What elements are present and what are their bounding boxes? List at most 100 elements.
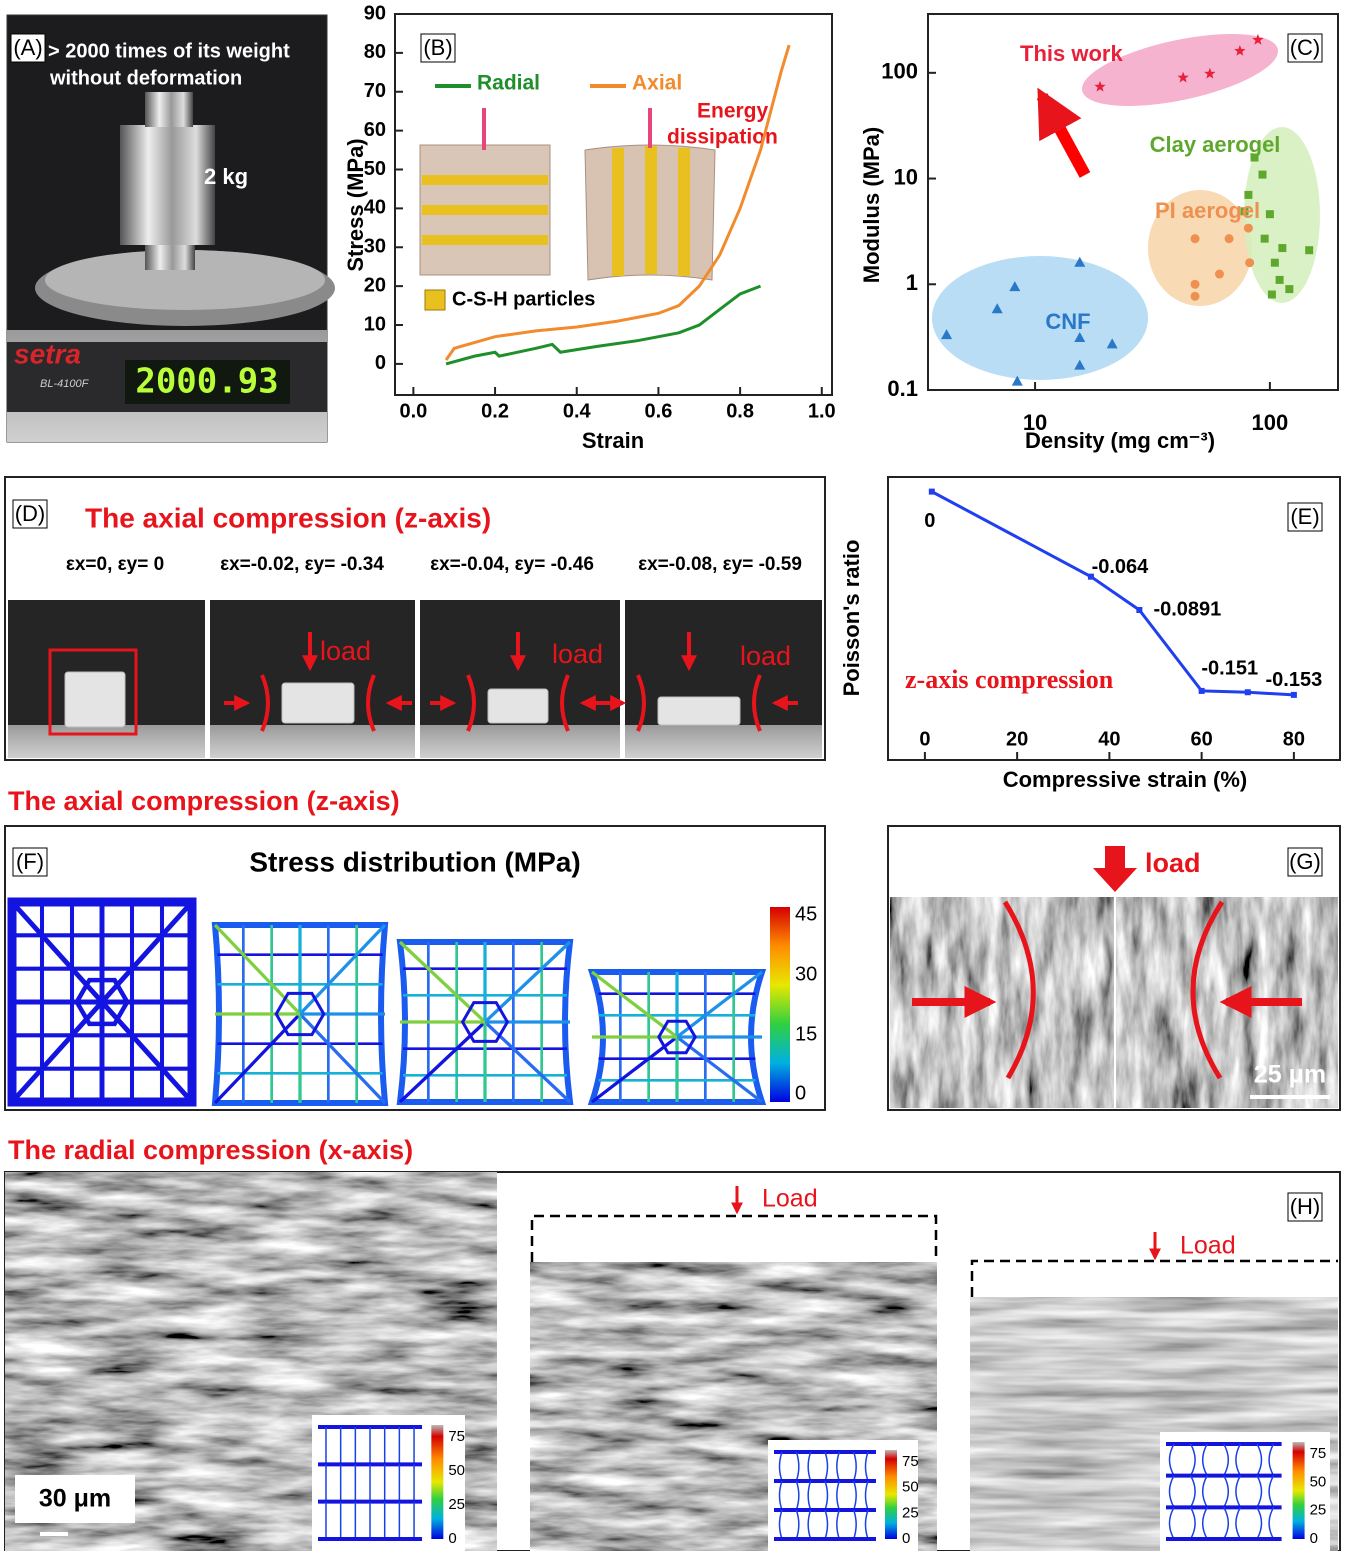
colorbar-label: 50 [1310,1473,1327,1490]
x-axis-title: Density (mg cm⁻³) [1025,428,1215,453]
lattice-wall [1256,1443,1263,1477]
display [125,360,290,404]
x-tick-label: 40 [1098,728,1120,750]
point [1106,338,1118,349]
bulge [636,674,646,732]
panel-label: (D) [15,501,46,526]
point [1240,207,1249,216]
lattice-strut [590,970,679,1039]
lattice-wall [778,1509,783,1540]
lattice-hex [460,1001,510,1043]
legend-label: Radial [477,72,540,95]
lattice-wall [1201,1475,1208,1508]
label-box [1287,502,1323,532]
lattice-wall [795,1480,800,1511]
colorbar [770,907,790,1102]
lattice-wall [1189,1506,1196,1540]
lattice [396,939,574,1105]
colorbar-label: 0 [448,1530,456,1547]
scale-label: 30 μm [39,1485,111,1513]
point [1074,332,1086,343]
y-axis-title: Stress (MPa) [343,138,368,271]
lattice-hex [274,991,326,1037]
lattice-wall [1268,1506,1275,1540]
platform [210,725,415,758]
lattice-strut [675,970,764,1039]
colorbar-label: 75 [902,1453,919,1470]
x-tick-label: 0.6 [645,400,673,422]
panel-label: (G) [1289,849,1321,874]
particle-column [645,146,657,274]
particle-column [678,148,690,276]
colorbar-label: 0 [795,1082,806,1104]
load-label: load [1145,848,1201,878]
point [1011,375,1023,386]
lattice-wall [1201,1443,1208,1477]
panel-d: (D) The axial compression (z-axis) εx=0,… [4,476,826,761]
chart: (C) 10 100 0.1 1 10 100 Density (mg cm⁻³) Modul… [859,13,1339,453]
brand: setra [14,338,81,369]
lattice-wall [1168,1506,1175,1540]
lattice-wall [807,1509,812,1540]
panel-label: (F) [16,849,44,874]
bulge [560,674,570,732]
lattice-wall [836,1509,841,1540]
series-line [444,44,791,361]
y-tick-label: 30 [364,236,386,258]
point [1177,71,1189,83]
y-tick-label: 100 [881,59,918,84]
point [1190,279,1200,289]
x-tick-label: 0.0 [399,400,427,422]
panel-label: (B) [423,35,452,60]
colorbar-label: 50 [902,1479,919,1496]
label-box [12,847,48,877]
point [1198,687,1205,694]
x-tick-label: 1.0 [808,400,836,422]
lattice-wall [1223,1475,1230,1508]
lattice-hex [74,977,130,1027]
x-tick-label: 100 [1252,410,1289,435]
particle-band [422,235,548,245]
point [1190,291,1200,301]
strain-label: εx=-0.04, εy= -0.46 [430,554,594,575]
lattice-wall [864,1451,869,1482]
colorbar [885,1450,897,1539]
point [1094,80,1106,92]
lattice-wall [795,1451,800,1482]
lattice-wall [1235,1475,1242,1508]
lattice-strut [675,1035,764,1104]
panel-title: Stress distribution (MPa) [249,846,580,877]
point [1305,246,1314,255]
label-box [1287,33,1323,63]
lattice-strut [590,1035,679,1104]
particle-band [422,205,548,215]
point [1190,234,1200,244]
platform [420,725,620,758]
x-axis-title: Compressive strain (%) [1003,767,1248,792]
label-box [420,33,456,63]
annotation: dissipation [667,126,778,149]
strain-label: εx=-0.02, εy= -0.34 [220,554,384,575]
load-label: load [740,641,791,671]
load-arrow [1093,846,1137,892]
load-label: load [320,636,371,666]
lattice-wall [1223,1443,1230,1477]
label-box [12,499,48,529]
colorbar [1292,1442,1305,1539]
series-line [931,490,1294,697]
lattice-wall [1223,1506,1230,1540]
sample [657,696,741,726]
point [1270,258,1279,267]
bulge [752,674,762,732]
point [1260,234,1269,243]
lattice-wall [807,1451,812,1482]
point [1009,281,1021,292]
scale-label: 25 μm [1254,1061,1326,1089]
panel-e-art: (E) [1287,502,1323,532]
series-label: Clay aerogel [1150,132,1281,157]
bulge [1002,900,1036,1080]
scale-box [15,1475,135,1523]
chart: 0 20 40 60 80 Compressive strain (%) Poisson's… [839,476,1341,792]
colorbar-label: 15 [795,1023,817,1045]
